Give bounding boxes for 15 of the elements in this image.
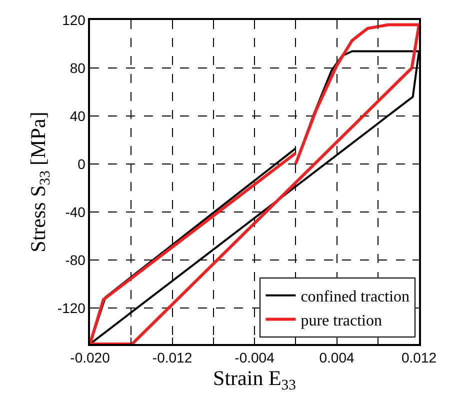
legend-label: pure traction xyxy=(300,312,382,330)
y-tick-label: 0 xyxy=(78,156,86,172)
y-tick-label: 80 xyxy=(70,60,86,76)
y-tick-label: -80 xyxy=(65,252,86,268)
x-tick-label: 0.004 xyxy=(319,350,354,366)
x-tick-label: -0.012 xyxy=(152,350,192,366)
y-tick-label: 40 xyxy=(70,108,86,124)
x-tick-label: -0.004 xyxy=(234,350,275,366)
y-tick-label: -120 xyxy=(57,300,86,316)
y-tick-label: 120 xyxy=(62,12,86,28)
x-axis-title: Strain E$_{33}$ xyxy=(213,366,296,394)
y-tick-label: -40 xyxy=(65,204,86,220)
x-tick-label: -0.020 xyxy=(70,350,110,366)
legend-label: confined traction xyxy=(300,288,410,306)
x-tick-label: 0.012 xyxy=(401,350,437,366)
